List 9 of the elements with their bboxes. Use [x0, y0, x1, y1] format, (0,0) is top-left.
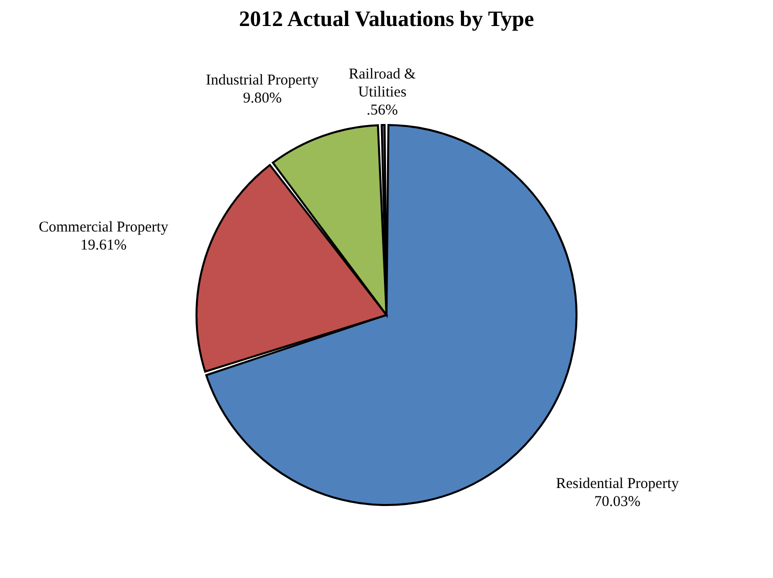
data-label: 19.61%: [80, 237, 127, 254]
data-label: 70.03%: [594, 494, 641, 510]
slice-label: Industrial Property: [206, 72, 320, 88]
slice-label: Railroad & Utilities: [348, 66, 416, 101]
chart-title: 2012 Actual Valuations by Type: [238, 6, 534, 31]
slice-label: Residential Property: [556, 476, 680, 492]
data-label: .56%: [366, 102, 398, 119]
slice-label: Commercial Property: [38, 219, 169, 236]
data-label: 9.80%: [242, 90, 282, 106]
